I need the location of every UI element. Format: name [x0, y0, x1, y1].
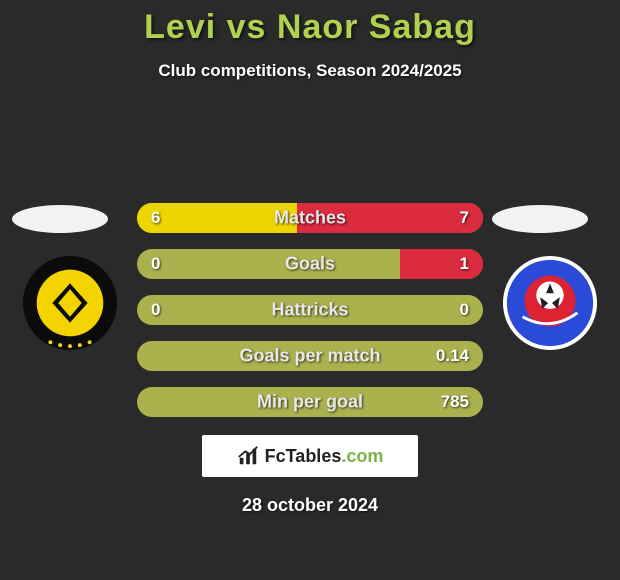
brand-suffix: .com	[341, 446, 383, 466]
bar-row: Goals per match 0.14	[137, 341, 483, 371]
bar-label: Min per goal	[257, 392, 363, 413]
chart-icon	[237, 445, 259, 467]
bar-right-fill	[400, 249, 483, 279]
bar-label: Hattricks	[271, 300, 348, 321]
page-title: Levi vs Naor Sabag	[0, 0, 620, 47]
bar-value-left: 0	[151, 300, 160, 320]
bar-value-right: 0	[460, 300, 469, 320]
bar-label: Matches	[274, 208, 346, 229]
bar-label: Goals per match	[239, 346, 380, 367]
bar-row: Min per goal 785	[137, 387, 483, 417]
club-badge-left	[21, 254, 119, 352]
bar-value-left: 6	[151, 208, 160, 228]
player-right-avatar-placeholder	[492, 205, 588, 233]
comparison-bars: Matches 6 7 Goals 0 1 Hattricks 0 0 Goals per mat…	[137, 203, 483, 417]
bar-row: Hattricks 0 0	[137, 295, 483, 325]
bar-row: Goals 0 1	[137, 249, 483, 279]
bar-value-left: 0	[151, 254, 160, 274]
date-label: 28 october 2024	[0, 495, 620, 516]
player-left-avatar-placeholder	[12, 205, 108, 233]
bar-value-right: 785	[441, 392, 469, 412]
bar-left-fill	[137, 203, 297, 233]
bar-value-right: 7	[460, 208, 469, 228]
chart-area: Matches 6 7 Goals 0 1 Hattricks 0 0 Goals per mat…	[0, 81, 620, 417]
bar-value-right: 1	[460, 254, 469, 274]
bar-value-right: 0.14	[436, 346, 469, 366]
brand-prefix: FcTables	[265, 446, 342, 466]
bar-label: Goals	[285, 254, 335, 275]
subtitle: Club competitions, Season 2024/2025	[0, 61, 620, 81]
brand-text: FcTables.com	[265, 446, 384, 467]
bar-row: Matches 6 7	[137, 203, 483, 233]
brand-badge: FcTables.com	[202, 435, 418, 477]
club-badge-right	[501, 254, 599, 352]
